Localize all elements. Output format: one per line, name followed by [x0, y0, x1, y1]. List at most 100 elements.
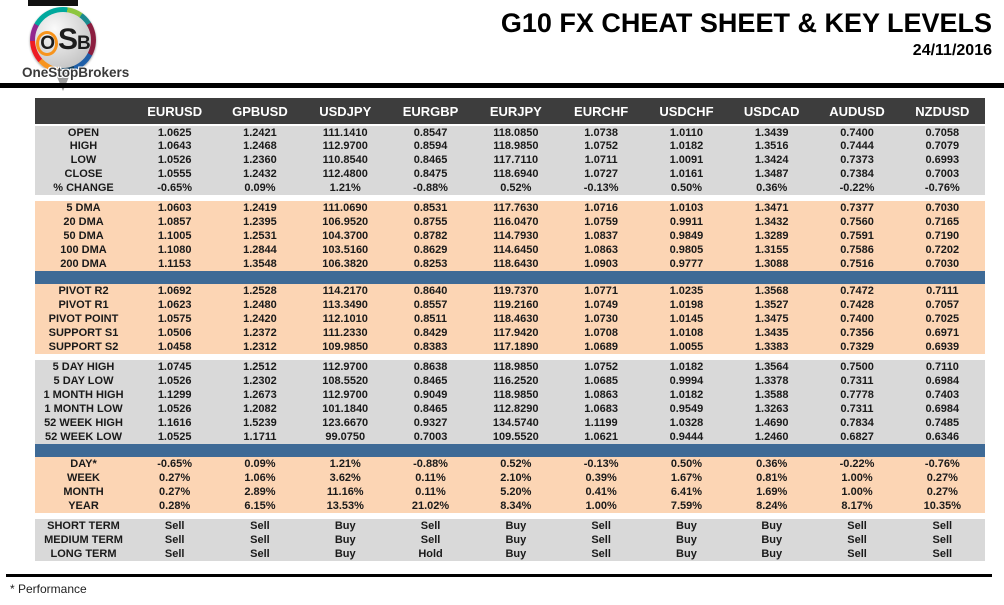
value-cell: 0.09% [217, 457, 303, 471]
header-title-block: G10 FX CHEAT SHEET & KEY LEVELS 24/11/20… [501, 8, 992, 60]
section-gap [35, 195, 985, 201]
value-cell: 0.8557 [387, 298, 474, 312]
value-cell: 0.7591 [814, 229, 900, 243]
value-cell: 112.9700 [302, 139, 388, 153]
value-cell: -0.88% [387, 181, 474, 195]
value-cell: 1.0837 [558, 229, 644, 243]
row-label: DAY* [35, 457, 132, 471]
value-cell: 1.0091 [643, 153, 730, 167]
row-label: 5 DAY LOW [35, 374, 132, 388]
value-cell: 113.3490 [302, 298, 388, 312]
separator-cell [35, 195, 985, 201]
value-cell: 5.20% [473, 485, 559, 499]
value-cell: 1.3263 [729, 402, 815, 416]
value-cell: 0.6939 [899, 340, 985, 354]
value-cell: 1.0716 [558, 201, 644, 215]
value-cell: 0.27% [132, 485, 218, 499]
value-cell: 110.8540 [302, 153, 388, 167]
value-cell: 1.0738 [558, 125, 644, 139]
column-header-eurjpy: EURJPY [473, 98, 559, 126]
separator-cell [35, 354, 985, 360]
value-cell: 109.9850 [302, 340, 388, 354]
value-cell: 1.0711 [558, 153, 644, 167]
value-cell: 118.6430 [473, 257, 559, 271]
table-row-day: DAY* -0.65% 0.09% 1.21% -0.88% 0.52% -0.13% 0.5… [35, 457, 985, 471]
value-cell: 1.67% [643, 471, 730, 485]
value-cell: 118.4630 [473, 312, 559, 326]
value-cell: 0.7057 [899, 298, 985, 312]
value-cell: 0.7400 [814, 125, 900, 139]
value-cell: 0.11% [387, 471, 474, 485]
signal-cell: Hold [387, 547, 474, 561]
value-cell: 0.9049 [387, 388, 474, 402]
value-cell: 1.0730 [558, 312, 644, 326]
value-cell: 109.5520 [473, 430, 559, 444]
signal-cell: Sell [814, 533, 900, 547]
row-label: 50 DMA [35, 229, 132, 243]
value-cell: 123.6670 [302, 416, 388, 430]
value-cell: 1.3383 [729, 340, 815, 354]
value-cell: 1.0145 [643, 312, 730, 326]
signal-cell: Sell [132, 533, 218, 547]
value-cell: 0.52% [473, 181, 559, 195]
value-cell: 0.9327 [387, 416, 474, 430]
value-cell: 1.0575 [132, 312, 218, 326]
value-cell: 0.7202 [899, 243, 985, 257]
table-row-pivot-point: PIVOT POINT 1.0575 1.2420 112.1010 0.8511 118… [35, 312, 985, 326]
value-cell: 101.1840 [302, 402, 388, 416]
value-cell: 3.62% [302, 471, 388, 485]
table-row-52-week-low: 52 WEEK LOW 1.0525 1.1711 99.0750 0.7003 109.… [35, 430, 985, 444]
signal-cell: Buy [643, 547, 730, 561]
value-cell: 0.6984 [899, 374, 985, 388]
value-cell: 1.21% [302, 181, 388, 195]
value-cell: 1.3471 [729, 201, 815, 215]
value-cell: -0.76% [899, 181, 985, 195]
value-cell: 118.9850 [473, 139, 559, 153]
value-cell: 114.6450 [473, 243, 559, 257]
value-cell: 1.3289 [729, 229, 815, 243]
footer-divider-rule [6, 574, 992, 577]
value-cell: 1.0103 [643, 201, 730, 215]
value-cell: 1.0623 [132, 298, 218, 312]
signal-cell: Buy [473, 547, 559, 561]
value-cell: 1.2528 [217, 284, 303, 298]
table-row-1-month-high: 1 MONTH HIGH 1.1299 1.2673 112.9700 0.9049 11… [35, 388, 985, 402]
blue-divider-bar [35, 444, 985, 457]
value-cell: 1.0526 [132, 153, 218, 167]
value-cell: 0.7003 [387, 430, 474, 444]
value-cell: 1.3088 [729, 257, 815, 271]
row-label: PIVOT R2 [35, 284, 132, 298]
value-cell: 0.7403 [899, 388, 985, 402]
value-cell: 103.5160 [302, 243, 388, 257]
value-cell: 0.50% [643, 457, 730, 471]
value-cell: 134.5740 [473, 416, 559, 430]
row-label: 5 DMA [35, 201, 132, 215]
value-cell: 2.10% [473, 471, 559, 485]
table-row-52-week-high: 52 WEEK HIGH 1.1616 1.5239 123.6670 0.9327 13… [35, 416, 985, 430]
value-cell: 1.0525 [132, 430, 218, 444]
value-cell: 118.9850 [473, 388, 559, 402]
row-label: YEAR [35, 499, 132, 513]
value-cell: 1.1005 [132, 229, 218, 243]
value-cell: 1.1299 [132, 388, 218, 402]
section-gap [35, 513, 985, 519]
table-row-close: CLOSE 1.0555 1.2432 112.4800 0.8475 118.6940 1… [35, 167, 985, 181]
fx-table-body: OPEN 1.0625 1.2421 111.1410 0.8547 118.0850 1.… [35, 125, 985, 561]
value-cell: 0.11% [387, 485, 474, 499]
value-cell: 0.7030 [899, 201, 985, 215]
value-cell: 0.7111 [899, 284, 985, 298]
value-cell: 0.36% [729, 181, 815, 195]
table-row-medium-term: MEDIUM TERM Sell Sell Buy Sell Buy Sell Buy Buy S… [35, 533, 985, 547]
value-cell: -0.22% [814, 457, 900, 471]
value-cell: 112.4800 [302, 167, 388, 181]
value-cell: 0.8465 [387, 374, 474, 388]
value-cell: -0.13% [558, 181, 644, 195]
value-cell: 112.9700 [302, 388, 388, 402]
value-cell: -0.76% [899, 457, 985, 471]
signal-cell: Buy [643, 519, 730, 533]
value-cell: 0.9777 [643, 257, 730, 271]
value-cell: 1.0458 [132, 340, 218, 354]
value-cell: 0.9849 [643, 229, 730, 243]
value-cell: 0.6971 [899, 326, 985, 340]
value-cell: -0.88% [387, 457, 474, 471]
